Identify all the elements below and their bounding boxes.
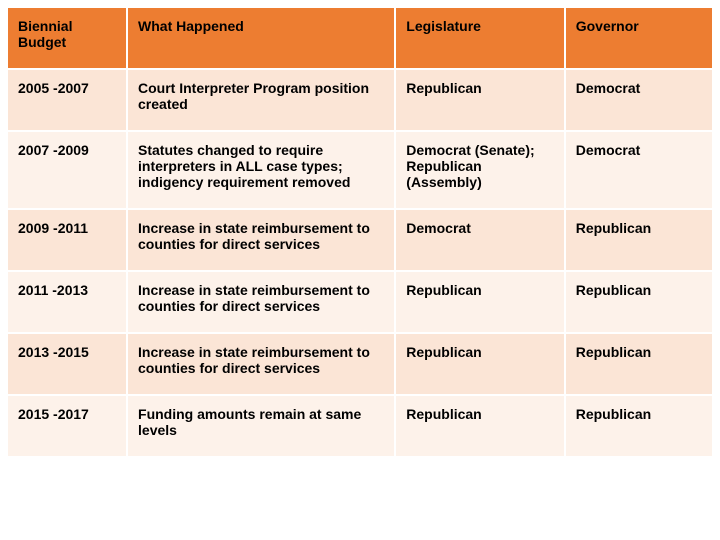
cell-budget: 2005 -2007: [7, 69, 127, 131]
cell-budget: 2015 -2017: [7, 395, 127, 457]
cell-legislature: Republican: [395, 271, 564, 333]
cell-what: Increase in state reimbursement to count…: [127, 209, 395, 271]
col-header-what: What Happened: [127, 7, 395, 69]
cell-governor: Democrat: [565, 69, 713, 131]
cell-governor: Republican: [565, 209, 713, 271]
cell-legislature: Republican: [395, 69, 564, 131]
cell-legislature: Democrat (Senate); Republican (Assembly): [395, 131, 564, 209]
col-header-governor: Governor: [565, 7, 713, 69]
cell-what: Increase in state reimbursement to count…: [127, 333, 395, 395]
table-row: 2013 -2015 Increase in state reimburseme…: [7, 333, 713, 395]
cell-governor: Republican: [565, 333, 713, 395]
table-row: 2011 -2013 Increase in state reimburseme…: [7, 271, 713, 333]
cell-legislature: Republican: [395, 395, 564, 457]
col-header-legislature: Legislature: [395, 7, 564, 69]
cell-governor: Democrat: [565, 131, 713, 209]
budget-table: Biennial Budget What Happened Legislatur…: [6, 6, 714, 458]
cell-budget: 2011 -2013: [7, 271, 127, 333]
cell-what: Funding amounts remain at same levels: [127, 395, 395, 457]
cell-legislature: Democrat: [395, 209, 564, 271]
table-row: 2009 -2011 Increase in state reimburseme…: [7, 209, 713, 271]
cell-budget: 2007 -2009: [7, 131, 127, 209]
table-row: 2005 -2007 Court Interpreter Program pos…: [7, 69, 713, 131]
header-row: Biennial Budget What Happened Legislatur…: [7, 7, 713, 69]
table-row: 2007 -2009 Statutes changed to require i…: [7, 131, 713, 209]
cell-what: Statutes changed to require interpreters…: [127, 131, 395, 209]
cell-governor: Republican: [565, 395, 713, 457]
cell-budget: 2013 -2015: [7, 333, 127, 395]
cell-what: Increase in state reimbursement to count…: [127, 271, 395, 333]
cell-legislature: Republican: [395, 333, 564, 395]
col-header-budget: Biennial Budget: [7, 7, 127, 69]
cell-what: Court Interpreter Program position creat…: [127, 69, 395, 131]
cell-budget: 2009 -2011: [7, 209, 127, 271]
cell-governor: Republican: [565, 271, 713, 333]
table-row: 2015 -2017 Funding amounts remain at sam…: [7, 395, 713, 457]
